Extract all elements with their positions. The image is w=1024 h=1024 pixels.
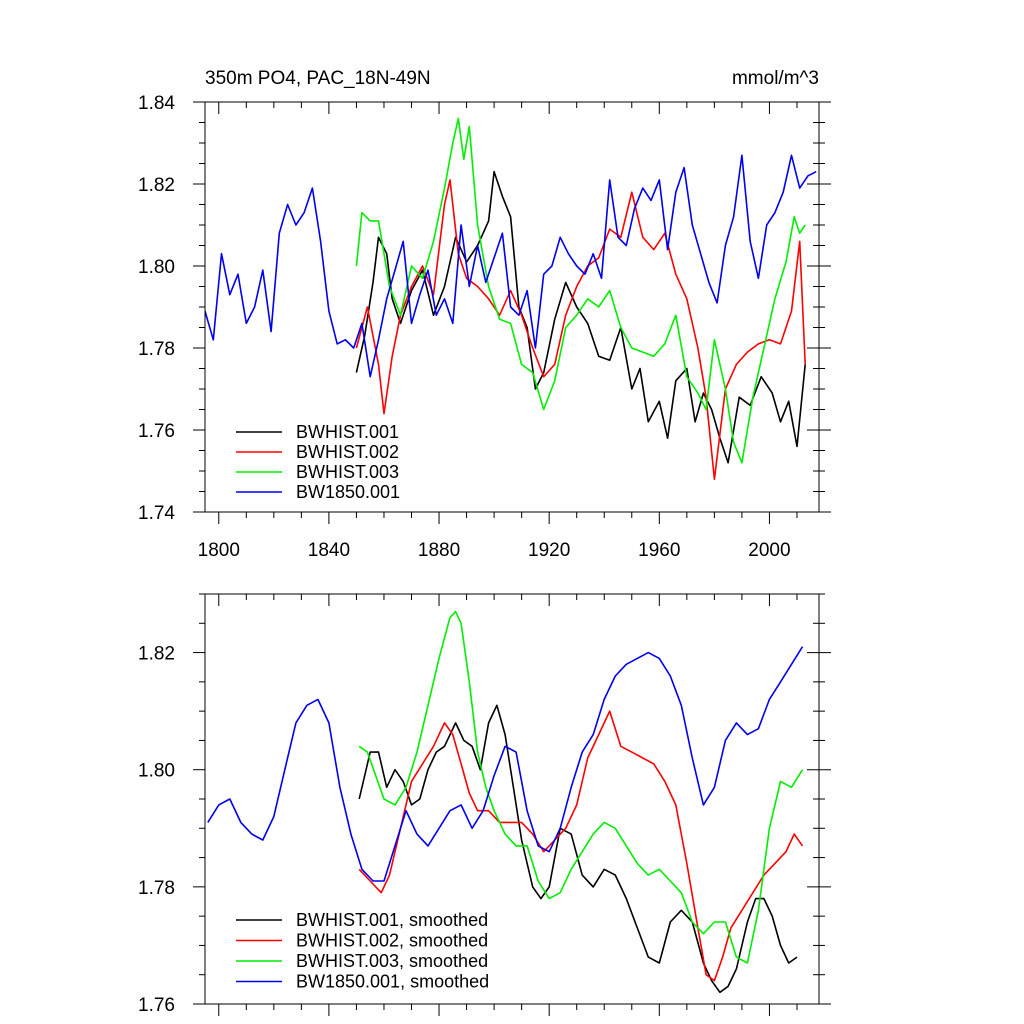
series-lines	[205, 117, 817, 481]
series-line-3	[207, 646, 804, 882]
legend-label-2: BWHIST.003, smoothed	[296, 951, 488, 971]
y-tick-label: 1.76	[138, 995, 175, 1016]
legend-label-0: BWHIST.001, smoothed	[296, 910, 488, 930]
x-tick-label: 1800	[198, 540, 240, 561]
chart-title: 350m PO4, PAC_18N-49N	[205, 68, 431, 89]
y-tick-label: 1.74	[138, 503, 175, 524]
series-line-2	[355, 117, 806, 464]
x-tick-label: 1840	[308, 540, 350, 561]
x-tick-label: 1920	[528, 540, 570, 561]
legend-label-1: BWHIST.002	[296, 442, 399, 462]
legend-label-3: BW1850.001	[296, 482, 400, 502]
y-tick-label: 1.78	[138, 339, 175, 360]
legend-label-0: BWHIST.001	[296, 422, 399, 442]
legend-label-3: BW1850.001, smoothed	[296, 972, 489, 992]
x-tick-label: 1880	[418, 540, 460, 561]
units-label: mmol/m^3	[732, 68, 819, 89]
series-line-2	[358, 610, 804, 964]
x-tick-label: 2000	[748, 540, 790, 561]
y-tick-label: 1.80	[138, 257, 175, 278]
series-lines	[207, 610, 804, 994]
x-tick-label: 1960	[638, 540, 680, 561]
y-tick-label: 1.76	[138, 421, 175, 442]
series-line-1	[355, 179, 806, 481]
y-tick-label: 1.80	[138, 761, 175, 782]
y-tick-label: 1.82	[138, 644, 175, 665]
y-tick-label: 1.78	[138, 878, 175, 899]
series-line-0	[358, 704, 798, 994]
top-panel: 1800 1840 1880 1920 1960 2000 1.74 1.76 1.78 1.80…	[138, 93, 831, 561]
series-line-0	[355, 170, 806, 464]
series-line-3	[205, 154, 817, 378]
y-tick-label: 1.84	[138, 93, 175, 114]
legend-label-1: BWHIST.002, smoothed	[296, 931, 488, 951]
y-tick-label: 1.82	[138, 175, 175, 196]
legend-label-2: BWHIST.003	[296, 462, 399, 482]
